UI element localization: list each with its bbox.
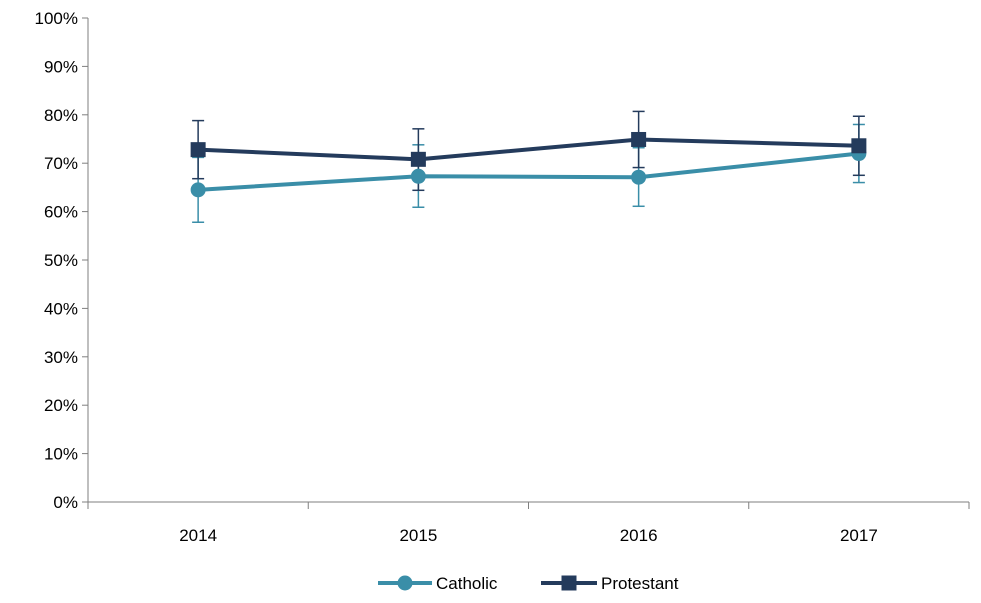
x-tick-label: 2015 — [399, 526, 437, 545]
legend: Catholic Protestant — [378, 574, 679, 593]
legend-label-catholic: Catholic — [436, 574, 498, 593]
series-line-catholic — [198, 151, 860, 192]
y-tick-label: 60% — [44, 203, 78, 222]
point-protestant — [410, 151, 426, 167]
legend-label-protestant: Protestant — [601, 574, 679, 593]
point-catholic — [410, 168, 426, 184]
x-tick-label: 2014 — [179, 526, 217, 545]
x-tick-label: 2016 — [620, 526, 658, 545]
y-tick-label: 50% — [44, 251, 78, 270]
y-tick-label: 90% — [44, 57, 78, 76]
series-lines — [198, 137, 860, 192]
y-tick-label: 80% — [44, 106, 78, 125]
series-markers — [190, 131, 867, 198]
x-tick-label: 2017 — [840, 526, 878, 545]
y-tick-label: 0% — [53, 493, 78, 512]
point-catholic — [190, 182, 206, 198]
y-tick-label: 20% — [44, 396, 78, 415]
series-line-protestant — [198, 137, 859, 162]
y-tick-label: 100% — [35, 9, 78, 28]
legend-marker-catholic — [397, 575, 413, 591]
axes: 0% 10% 20% 30% 40% 50% 60% 70% 80% 90% 100% 2014 201… — [35, 9, 970, 545]
legend-marker-protestant — [561, 575, 577, 591]
y-tick-label: 40% — [44, 299, 78, 318]
point-protestant — [851, 138, 867, 154]
y-tick-label: 30% — [44, 348, 78, 367]
y-tick-label: 70% — [44, 154, 78, 173]
y-tick-label: 10% — [44, 445, 78, 464]
point-protestant — [631, 131, 647, 147]
error-bars — [192, 110, 865, 223]
point-protestant — [190, 142, 206, 158]
point-catholic — [631, 169, 647, 185]
